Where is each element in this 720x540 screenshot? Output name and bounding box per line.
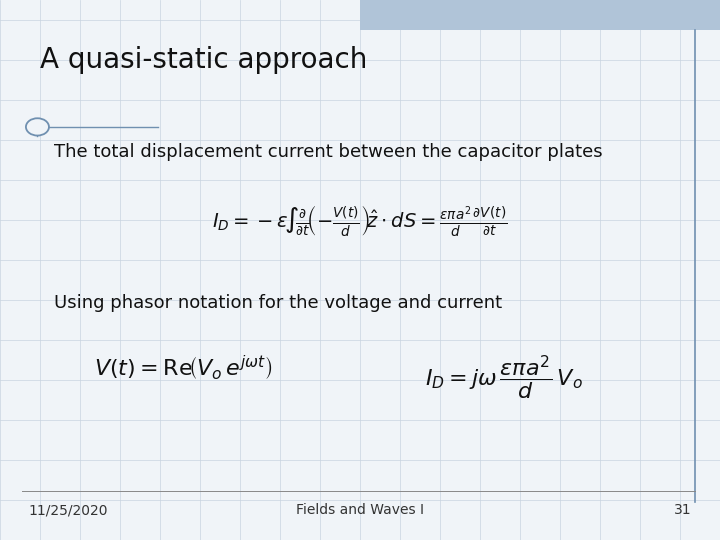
Circle shape xyxy=(26,118,49,136)
Text: A quasi-static approach: A quasi-static approach xyxy=(40,46,367,74)
Text: $V(t) = \mathrm{Re}\!\left(V_o\,e^{j\omega t}\right)$: $V(t) = \mathrm{Re}\!\left(V_o\,e^{j\ome… xyxy=(94,354,273,382)
Text: Fields and Waves I: Fields and Waves I xyxy=(296,503,424,517)
Text: 11/25/2020: 11/25/2020 xyxy=(29,503,108,517)
Text: The total displacement current between the capacitor plates: The total displacement current between t… xyxy=(54,143,603,161)
Bar xyxy=(360,0,720,30)
Text: $I_D = -\varepsilon\!\int\!\frac{\partial}{\partial t}\!\left(-\frac{V(t)}{d}\ri: $I_D = -\varepsilon\!\int\!\frac{\partia… xyxy=(212,202,508,238)
Text: 31: 31 xyxy=(674,503,691,517)
Text: Using phasor notation for the voltage and current: Using phasor notation for the voltage an… xyxy=(54,294,502,312)
Text: $I_D = j\omega\,\dfrac{\varepsilon\pi a^2}{d}\,V_o$: $I_D = j\omega\,\dfrac{\varepsilon\pi a^… xyxy=(425,354,583,402)
